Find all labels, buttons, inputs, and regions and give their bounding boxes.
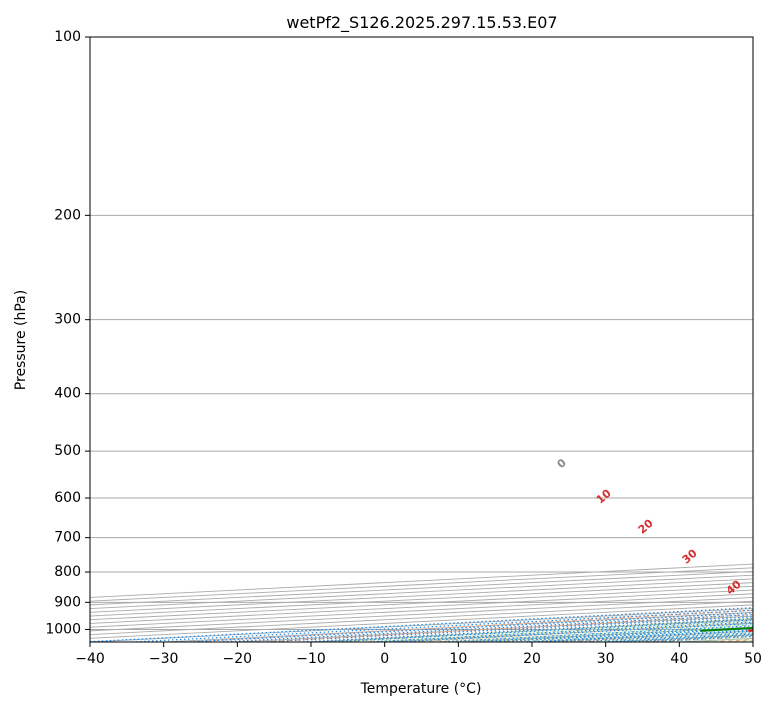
y-tick-label: 200 <box>54 207 81 223</box>
x-axis-label: Temperature (°C) <box>360 681 482 697</box>
x-tick-label: −40 <box>75 651 105 667</box>
x-tick-label: 50 <box>744 651 762 667</box>
x-tick-label: 20 <box>523 651 541 667</box>
y-tick-label: 800 <box>54 564 81 580</box>
x-tick-label: 30 <box>597 651 615 667</box>
x-tick-label: −20 <box>223 651 253 667</box>
y-tick-label: 600 <box>54 490 81 506</box>
x-tick-label: 40 <box>670 651 688 667</box>
chart-title: wetPf2_S126.2025.297.15.53.E07 <box>286 13 557 33</box>
x-tick-label: −30 <box>149 651 179 667</box>
x-tick-label: −10 <box>296 651 326 667</box>
x-tick-label: 0 <box>380 651 389 667</box>
x-tick-label: 10 <box>449 651 467 667</box>
y-tick-label: 300 <box>54 312 81 328</box>
y-tick-label: 900 <box>54 594 81 610</box>
y-tick-label: 400 <box>54 386 81 402</box>
y-tick-label: 100 <box>54 29 81 45</box>
y-tick-label: 700 <box>54 530 81 546</box>
y-axis-label: Pressure (hPa) <box>13 290 29 390</box>
y-tick-label: 500 <box>54 443 81 459</box>
y-tick-label: 1000 <box>45 621 81 637</box>
